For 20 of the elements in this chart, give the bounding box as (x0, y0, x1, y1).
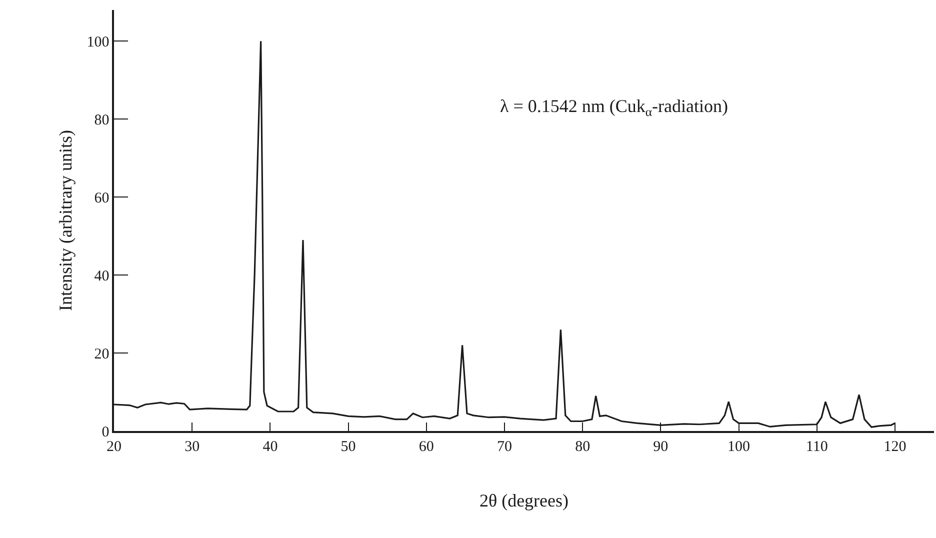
y-tick-label: 40 (94, 268, 110, 284)
y-tick-label: 100 (86, 34, 110, 50)
annotation: λ = 0.1542 nm (Cuk$_{α}$-radiation) (500, 96, 728, 119)
x-tick-label: 120 (884, 438, 906, 455)
y-tick-label: 60 (94, 190, 110, 206)
y-tick-label: 80 (94, 112, 110, 128)
y-tick-label: 20 (94, 346, 110, 362)
y-axis-title: Intensity (arbitrary units) (55, 130, 76, 311)
x-tick-label: 20 (106, 438, 122, 455)
x-tick-label: 70 (496, 438, 512, 455)
x-tick-label: 80 (575, 438, 590, 455)
x-tick-label: 110 (806, 438, 828, 455)
x-tick-label: 40 (262, 438, 278, 455)
x-axis-title: 2θ (degrees) (479, 490, 569, 510)
x-tick-label: 30 (184, 438, 200, 455)
x-tick-label: 60 (418, 438, 434, 455)
x-tick-label: 90 (653, 438, 668, 455)
y-tick-label: 0 (102, 424, 110, 440)
x-tick-label: 100 (728, 438, 750, 455)
x-tick-label: 50 (340, 438, 356, 455)
